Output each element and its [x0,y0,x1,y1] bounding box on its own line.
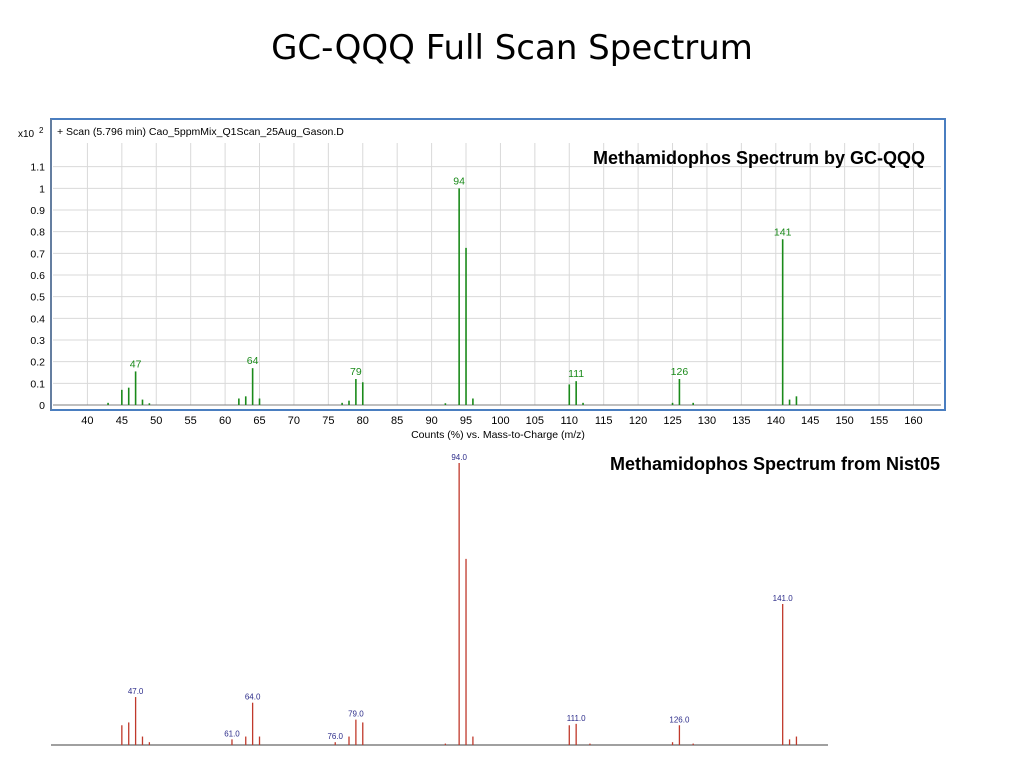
gcqqq-x-tick-label: 95 [460,415,472,427]
gcqqq-peak-label: 79 [350,366,362,378]
gcqqq-y-tick-label: 0.2 [30,357,45,369]
y-multiplier-exponent: 2 [39,126,44,135]
nist-peak-label: 61.0 [224,729,240,738]
gcqqq-x-tick-label: 100 [491,415,509,427]
gcqqq-x-tick-label: 155 [870,415,888,427]
gcqqq-x-tick-label: 50 [150,415,162,427]
gcqqq-peak-label: 47 [130,358,142,370]
gcqqq-y-tick-labels: 0 0.1 0.2 0.3 0.4 0.5 0.6 0.7 0.8 0.9 1 1.1 [30,162,45,412]
gcqqq-x-tick-label: 55 [185,415,197,427]
gcqqq-peak-label: 141 [774,226,792,238]
nist-peak-label: 126.0 [669,715,690,724]
gcqqq-peak-label: 126 [671,366,689,378]
y-multiplier: x10 [18,129,35,140]
gcqqq-x-tick-label: 45 [116,415,128,427]
gcqqq-x-tick-label: 70 [288,415,300,427]
gcqqq-y-tick-label: 1 [39,183,45,195]
gcqqq-scan-header: + Scan (5.796 min) Cao_5ppmMix_Q1Scan_25… [57,126,344,138]
gcqqq-x-tick-label: 65 [253,415,265,427]
gcqqq-y-tick-label: 0.4 [30,313,45,325]
gcqqq-peak-label: 94 [453,175,465,187]
gcqqq-peak-label: 111 [568,368,584,380]
gcqqq-y-tick-label: 0.9 [30,205,45,217]
gcqqq-x-tick-label: 75 [322,415,334,427]
gcqqq-y-tick-label: 0.8 [30,227,45,239]
gcqqq-x-tick-label: 115 [595,415,613,427]
gcqqq-x-tick-label: 125 [663,415,681,427]
nist-peak-label: 64.0 [245,693,261,702]
gcqqq-x-tick-label: 140 [767,415,785,427]
nist-peak-label: 111.0 [567,714,586,723]
gcqqq-peak-label: 64 [247,355,259,367]
gcqqq-x-tick-label: 120 [629,415,647,427]
gcqqq-y-tick-label: 0.1 [30,378,45,390]
gcqqq-x-tick-label: 135 [732,415,750,427]
gcqqq-x-tick-label: 80 [357,415,369,427]
gcqqq-y-tick-label: 0.6 [30,270,45,282]
nist-peak-label: 76.0 [327,732,343,741]
gcqqq-x-tick-label: 150 [835,415,853,427]
gcqqq-x-tick-label: 130 [698,415,716,427]
gcqqq-x-tick-labels: 40 45 50 55 60 65 70 75 80 85 90 95 100 105 110 115 120 1… [81,415,922,427]
nist-peak-label: 141.0 [773,594,794,603]
slide-title: GC-QQQ Full Scan Spectrum [271,28,753,68]
nist-peak-label: 79.0 [348,710,364,719]
gcqqq-x-tick-label: 40 [81,415,93,427]
gcqqq-x-tick-label: 110 [561,415,579,427]
nist-peak-label: 47.0 [128,687,144,696]
gcqqq-x-axis-label: Counts (%) vs. Mass-to-Charge (m/z) [411,429,585,441]
gcqqq-peak-labels: 47 64 79 94 111 126 141 [130,175,792,380]
gcqqq-y-tick-label: 1.1 [30,162,45,174]
nist-chart-title: Methamidophos Spectrum from Nist05 [610,454,940,474]
nist-peak-label: 94.0 [451,453,467,462]
gcqqq-x-tick-label: 90 [425,415,437,427]
gcqqq-peaks [107,188,798,405]
gcqqq-y-tick-label: 0.7 [30,248,45,260]
nist-peaks [121,463,798,745]
gcqqq-x-tick-label: 145 [801,415,819,427]
gcqqq-x-tick-label: 160 [904,415,922,427]
gcqqq-chart-title: Methamidophos Spectrum by GC-QQQ [593,148,925,168]
nist-peak-labels: 47.0 61.0 64.0 76.0 79.0 94.0 111.0 126.0 141.0 [128,453,793,741]
gcqqq-y-tick-label: 0.5 [30,292,45,304]
gcqqq-y-tick-label: 0.3 [30,335,45,347]
gcqqq-y-tick-label: 0 [39,400,45,412]
gcqqq-x-tick-label: 85 [391,415,403,427]
gcqqq-grid [53,143,941,406]
gcqqq-x-tick-label: 60 [219,415,231,427]
gcqqq-x-tick-label: 105 [526,415,544,427]
